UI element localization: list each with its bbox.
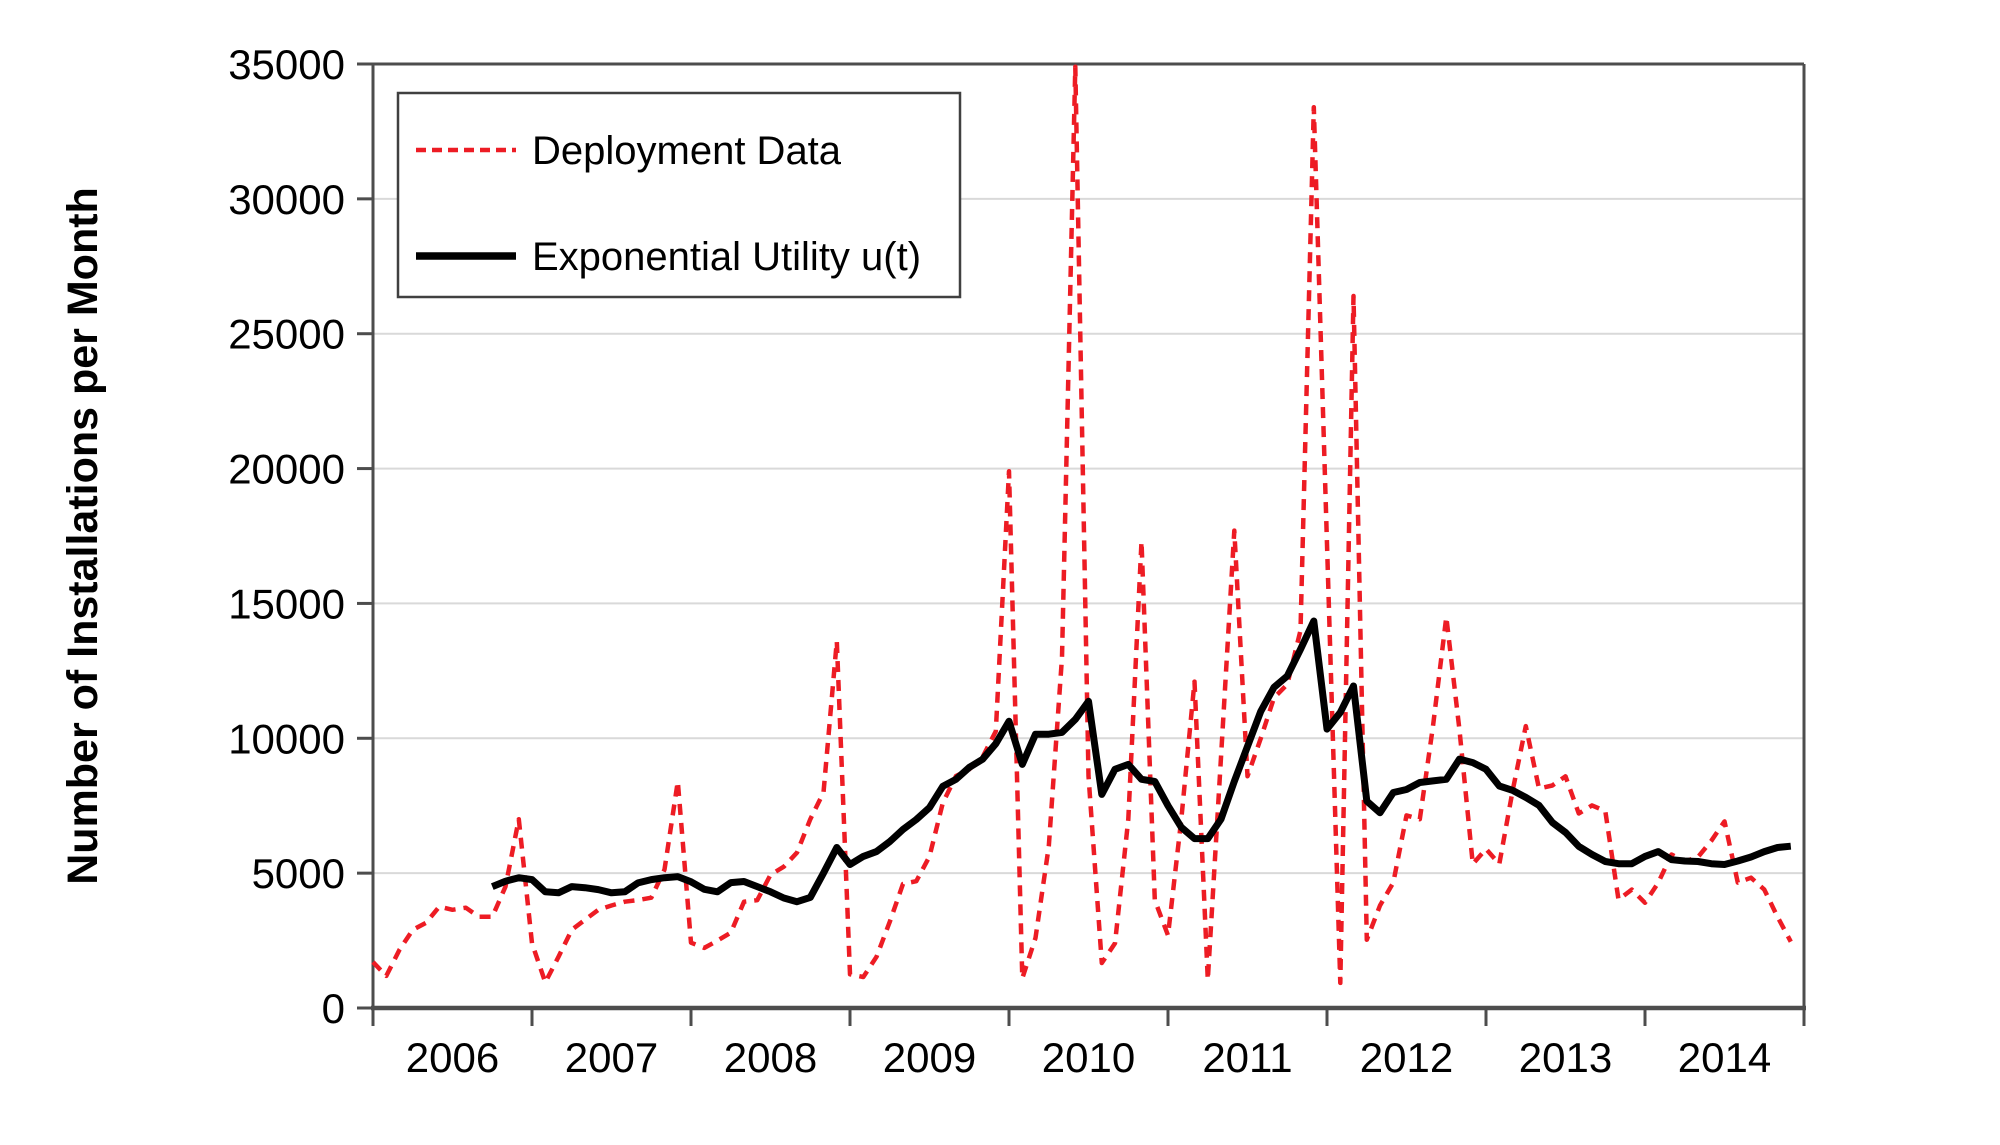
y-axis-title: Number of Installations per Month xyxy=(59,187,107,885)
y-tick-label: 5000 xyxy=(252,850,345,897)
legend-box xyxy=(396,91,962,299)
x-tick-label: 2014 xyxy=(1678,1034,1771,1081)
x-tick-label: 2013 xyxy=(1519,1034,1612,1081)
x-tick-label: 2007 xyxy=(565,1034,658,1081)
x-tick-label: 2006 xyxy=(406,1034,499,1081)
y-tick-label: 20000 xyxy=(228,446,345,493)
exponential-utility-line xyxy=(490,617,1792,906)
x-tick-label: 2009 xyxy=(883,1034,976,1081)
legend-label: Exponential Utility u(t) xyxy=(532,235,921,279)
y-tick-label: 15000 xyxy=(228,580,345,627)
y-tick-label: 25000 xyxy=(228,311,345,358)
y-tick-label: 30000 xyxy=(228,176,345,223)
y-tick-label: 10000 xyxy=(228,715,345,762)
x-tick-label: 2012 xyxy=(1360,1034,1453,1081)
x-tick-label: 2011 xyxy=(1202,1034,1292,1081)
y-tick-label: 35000 xyxy=(228,41,345,88)
x-tick-label: 2008 xyxy=(724,1034,817,1081)
legend-label: Deployment Data xyxy=(532,129,842,173)
x-tick-label: 2010 xyxy=(1042,1034,1135,1081)
deployment-data-line xyxy=(371,64,1793,986)
y-tick-label: 0 xyxy=(322,985,345,1032)
